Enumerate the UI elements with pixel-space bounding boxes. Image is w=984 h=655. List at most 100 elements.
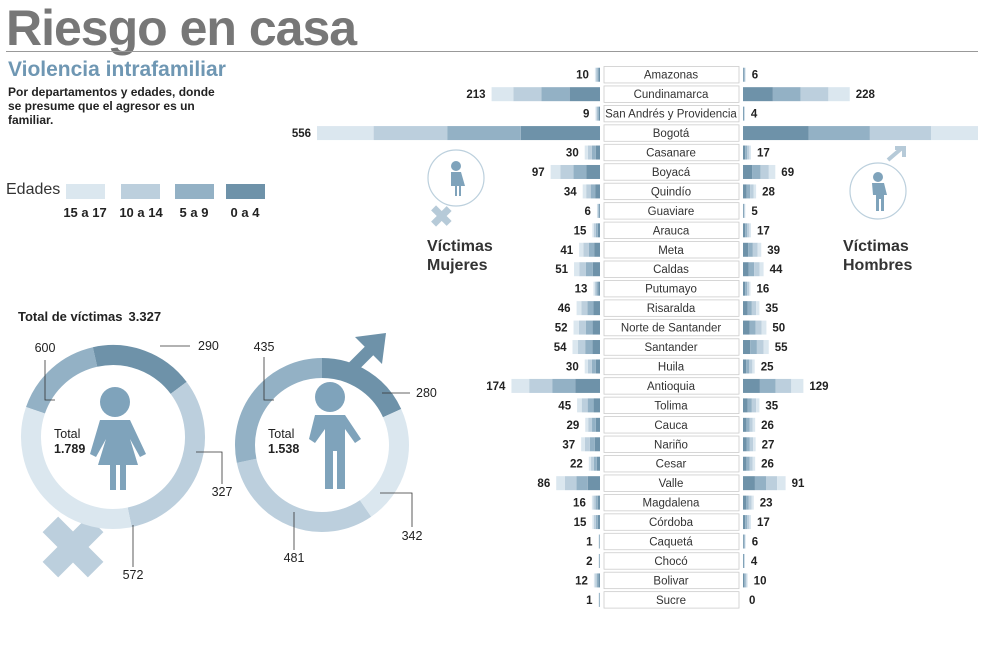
- bar-segment-men: [743, 106, 744, 121]
- bar-segment-women: [588, 456, 592, 471]
- bar-segment-men: [747, 145, 750, 160]
- bar-value-women: 556: [292, 128, 311, 140]
- bar-segment-men: [748, 262, 755, 277]
- department-label-box: [603, 493, 740, 512]
- bar-segment-women: [593, 515, 596, 530]
- bar-value-men: 17: [757, 225, 770, 237]
- bar-value-women: 54: [554, 342, 567, 354]
- department-label: Cauca: [654, 420, 688, 432]
- bar-segment-men: [743, 398, 748, 413]
- bar-segment-women: [595, 515, 598, 530]
- bar-segment-women: [591, 145, 596, 160]
- department-label: Tolima: [654, 400, 688, 412]
- bar-segment-women: [595, 106, 597, 121]
- department-label: Sucre: [656, 595, 686, 607]
- bar-segment-men: [743, 242, 749, 257]
- department-label-box: [603, 513, 740, 531]
- bar-segment-women: [598, 203, 600, 218]
- donut-slice-men: [359, 408, 409, 517]
- bar-segment-men: [743, 456, 747, 471]
- bar-value-men: 35: [765, 400, 778, 412]
- department-label: Bolivar: [653, 575, 688, 587]
- donut-slice-women: [21, 407, 132, 529]
- men-victims-label: Víctimas Hombres: [843, 238, 913, 274]
- bar-value-women: 37: [562, 439, 575, 451]
- bar-value-women: 16: [573, 498, 586, 510]
- bar-value-men: 5: [751, 206, 758, 218]
- bar-value-men: 4: [751, 556, 758, 568]
- department-label-box: [603, 416, 740, 434]
- bar-segment-women: [596, 203, 598, 218]
- male-symbol-small-icon: [849, 146, 907, 220]
- bar-value-men: 6: [752, 537, 758, 549]
- bar-segment-women: [317, 126, 374, 141]
- bar-segment-men: [743, 359, 747, 374]
- bar-value-men: 16: [756, 284, 769, 296]
- bar-segment-women: [576, 301, 582, 316]
- legend-label-0-4: 0 a 4: [230, 205, 260, 220]
- bar-value-women: 12: [575, 575, 588, 587]
- bar-segment-men: [747, 223, 750, 238]
- bar-segment-men: [749, 417, 753, 432]
- bar-segment-men: [777, 476, 786, 491]
- bar-value-men: 50: [772, 323, 785, 335]
- bar-segment-men: [756, 340, 764, 355]
- bar-segment-women: [569, 87, 600, 102]
- bar-segment-men: [743, 281, 746, 296]
- bar-segment-women: [599, 203, 600, 218]
- bar-segment-women: [529, 378, 553, 393]
- bar-segment-women: [577, 398, 582, 413]
- bar-value-men: 0: [749, 595, 755, 607]
- bar-segment-women: [447, 126, 521, 141]
- bar-segment-women: [578, 340, 586, 355]
- bar-segment-women: [598, 67, 600, 82]
- bar-value-women: 174: [486, 381, 506, 393]
- bar-segment-women: [560, 164, 574, 179]
- bar-segment-women: [579, 262, 586, 277]
- bar-segment-men: [745, 573, 747, 588]
- department-label-box: [603, 591, 740, 609]
- bar-value-women: 13: [575, 284, 588, 296]
- donut-slice-label: 342: [402, 529, 423, 543]
- bar-segment-women: [587, 145, 592, 160]
- bar-segment-women: [592, 340, 600, 355]
- bar-segment-women: [581, 398, 588, 413]
- bar-segment-women: [552, 378, 576, 393]
- bar-segment-women: [575, 378, 600, 393]
- department-label-box: [603, 571, 740, 590]
- bar-segment-men: [743, 534, 744, 549]
- bar-segment-men: [749, 515, 751, 530]
- bar-segment-women: [564, 476, 577, 491]
- department-label: Valle: [659, 478, 684, 490]
- department-label: Putumayo: [645, 284, 697, 296]
- legend-swatch-15-17: [66, 184, 105, 199]
- legend-swatch-10-14: [121, 184, 160, 199]
- male-symbol-large-icon: [345, 333, 386, 375]
- bar-segment-women: [595, 184, 600, 199]
- bar-segment-women: [591, 495, 594, 510]
- bar-segment-men: [743, 184, 747, 199]
- donut-slice-label: 435: [254, 340, 275, 354]
- bar-segment-women: [594, 437, 600, 452]
- bar-segment-men: [869, 126, 931, 141]
- department-label: Caldas: [653, 264, 689, 276]
- bar-segment-men: [759, 378, 776, 393]
- department-label-box: [603, 299, 740, 317]
- bar-value-women: 1: [586, 537, 593, 549]
- bar-segment-men: [746, 359, 750, 374]
- bar-segment-women: [593, 573, 596, 588]
- bar-segment-men: [745, 534, 746, 549]
- bar-segment-women: [597, 203, 599, 218]
- bar-segment-men: [743, 437, 747, 452]
- bar-segment-women: [597, 223, 600, 238]
- bar-value-women: 6: [585, 206, 591, 218]
- bar-segment-women: [573, 164, 587, 179]
- bar-segment-women: [598, 281, 600, 296]
- bar-value-women: 46: [558, 303, 571, 315]
- department-label-box: [603, 124, 740, 142]
- bar-segment-men: [745, 515, 748, 530]
- bar-value-men: 55: [775, 342, 788, 354]
- bar-segment-women: [594, 281, 597, 296]
- bar-segment-men: [755, 320, 762, 335]
- bar-segment-women: [491, 87, 514, 102]
